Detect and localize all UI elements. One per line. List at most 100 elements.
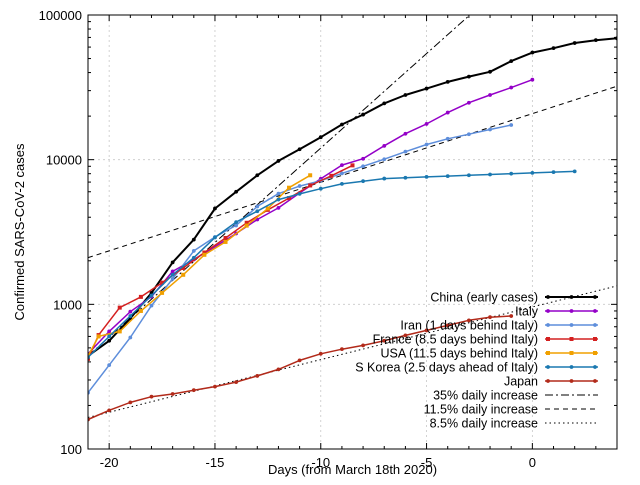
data-point xyxy=(382,143,387,148)
data-point xyxy=(160,280,165,285)
data-point xyxy=(361,156,365,161)
data-point xyxy=(488,127,492,132)
data-point xyxy=(329,173,334,178)
data-point xyxy=(424,142,429,147)
data-point xyxy=(265,206,270,211)
data-point xyxy=(202,250,207,255)
data-point xyxy=(361,112,365,117)
data-point xyxy=(149,394,154,399)
data-point xyxy=(403,175,408,180)
data-point xyxy=(340,171,344,176)
data-point xyxy=(181,265,186,270)
legend-label-usa-11-5-days-behind-italy: USA (11.5 days behind Italy) xyxy=(381,347,539,361)
y-axis-label: Confirmed SARS-CoV-2 cases xyxy=(12,143,27,321)
data-point xyxy=(170,269,175,274)
data-point xyxy=(128,309,133,314)
data-point xyxy=(445,323,450,328)
legend-marker xyxy=(546,295,550,299)
data-point xyxy=(297,191,302,196)
data-point xyxy=(424,328,429,333)
legend-marker xyxy=(569,379,574,383)
data-point xyxy=(572,169,577,174)
legend-label-iran-1-days-behind-italy: Iran (1 days behind Italy) xyxy=(400,319,538,333)
data-point xyxy=(213,206,217,211)
data-point xyxy=(255,204,260,209)
series-japan xyxy=(88,314,514,422)
data-point xyxy=(276,159,281,163)
data-point xyxy=(138,294,143,299)
data-point xyxy=(138,308,143,313)
data-point xyxy=(403,333,408,338)
series-line-11-5-daily-increase xyxy=(88,85,617,259)
data-point xyxy=(191,237,196,242)
series-china-early-cases xyxy=(88,36,617,358)
data-point xyxy=(488,172,492,177)
data-point xyxy=(107,363,112,368)
data-point xyxy=(170,392,175,396)
legend-marker xyxy=(593,379,597,383)
data-point xyxy=(149,293,154,298)
series-line-s-korea-2-5-days-ahead-of-italy xyxy=(88,170,575,358)
data-point xyxy=(445,174,450,178)
legend-marker xyxy=(546,323,550,327)
legend-label-s-korea-2-5-days-ahead-of-italy: S Korea (2.5 days ahead of Italy) xyxy=(355,361,538,375)
data-point xyxy=(234,380,239,385)
legend-marker xyxy=(546,337,550,341)
data-point xyxy=(488,93,492,97)
series-line-usa-11-5-days-behind-italy xyxy=(88,174,311,357)
data-point xyxy=(244,223,249,228)
data-point xyxy=(297,147,302,152)
data-point xyxy=(276,197,281,202)
data-point xyxy=(350,163,355,168)
series-line-france-8-5-days-behind-italy xyxy=(88,164,353,360)
series-s-korea-2-5-days-ahead-of-italy xyxy=(88,169,577,360)
x-tick-label: -20 xyxy=(100,455,119,470)
data-point xyxy=(403,93,408,97)
legend-marker xyxy=(546,309,550,313)
x-tick-label: -5 xyxy=(421,455,433,470)
data-point xyxy=(255,374,260,378)
data-point xyxy=(287,185,292,190)
data-point xyxy=(128,314,133,318)
data-point xyxy=(318,186,323,191)
data-point xyxy=(466,318,471,323)
y-tick-label: 10000 xyxy=(46,153,82,168)
series-line-8-5-daily-increase xyxy=(88,285,617,418)
data-point xyxy=(466,74,471,79)
legend-marker xyxy=(593,337,597,341)
data-point xyxy=(128,335,133,340)
data-point xyxy=(117,305,122,310)
series-11-5-daily-increase xyxy=(88,85,617,259)
data-point xyxy=(107,338,112,343)
series-italy xyxy=(88,77,535,356)
data-point xyxy=(361,164,365,169)
data-point xyxy=(213,384,217,389)
legend-label-35-daily-increase: 35% daily increase xyxy=(433,389,538,403)
x-axis-label: Days (from March 18th 2020) xyxy=(268,462,437,477)
data-point xyxy=(445,110,450,115)
legend-marker xyxy=(593,295,597,299)
data-point xyxy=(287,196,292,201)
data-point xyxy=(509,314,514,318)
data-point xyxy=(466,100,471,105)
data-point xyxy=(424,122,429,126)
data-point xyxy=(403,149,408,154)
data-point xyxy=(593,38,598,43)
data-point xyxy=(213,235,217,240)
tick-layer: -20 -15 -10 -5 0 100 1000 10000 100000 xyxy=(39,8,618,470)
data-point xyxy=(191,388,196,393)
data-point xyxy=(318,351,323,356)
legend-label-italy: Italy xyxy=(515,305,539,319)
data-point xyxy=(445,79,450,84)
y-tick-label: 100000 xyxy=(39,8,82,23)
data-point xyxy=(382,176,387,181)
data-point xyxy=(382,101,387,106)
data-point xyxy=(234,220,239,225)
data-point xyxy=(509,85,514,90)
data-point xyxy=(170,276,175,281)
series-line-italy xyxy=(88,78,533,355)
data-point xyxy=(530,77,535,82)
